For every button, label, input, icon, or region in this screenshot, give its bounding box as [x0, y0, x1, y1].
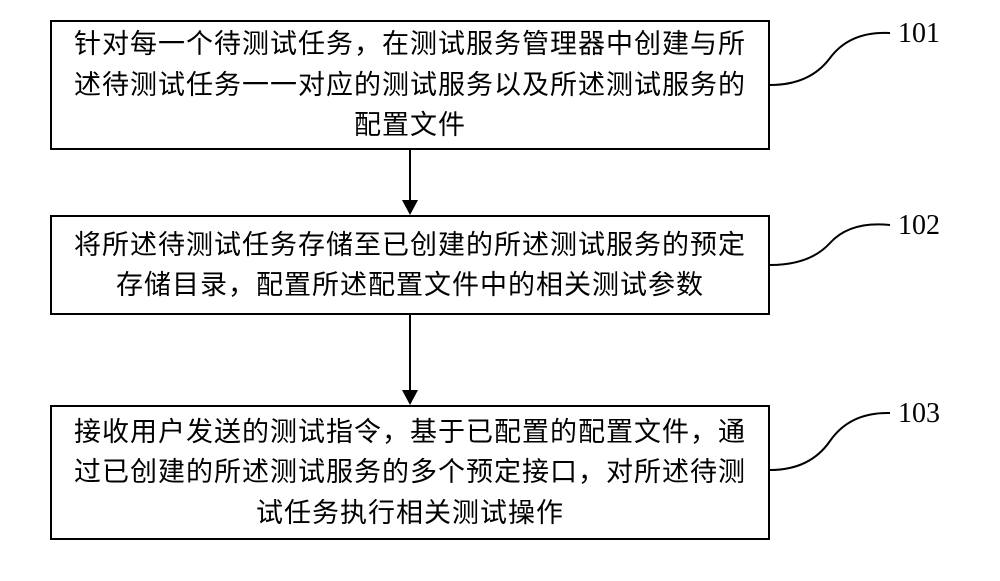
curve-connector-2	[770, 210, 895, 270]
arrow-1	[395, 150, 425, 217]
flowchart-box-1: 针对每一个待测试任务，在测试服务管理器中创建与所述待测试任务一一对应的测试服务以…	[50, 20, 770, 150]
box-1-text: 针对每一个待测试任务，在测试服务管理器中创建与所述待测试任务一一对应的测试服务以…	[72, 24, 748, 146]
curve-connector-3	[770, 398, 895, 478]
box-2-text: 将所述待测试任务存储至已创建的所述测试服务的预定存储目录，配置所述配置文件中的相…	[72, 225, 748, 306]
box-3-text: 接收用户发送的测试指令，基于已配置的配置文件，通过已创建的所述测试服务的多个预定…	[72, 412, 748, 534]
flowchart-box-2: 将所述待测试任务存储至已创建的所述测试服务的预定存储目录，配置所述配置文件中的相…	[50, 215, 770, 315]
flowchart-container: 针对每一个待测试任务，在测试服务管理器中创建与所述待测试任务一一对应的测试服务以…	[0, 0, 1000, 581]
flowchart-box-3: 接收用户发送的测试指令，基于已配置的配置文件，通过已创建的所述测试服务的多个预定…	[50, 405, 770, 540]
step-label-2: 102	[898, 210, 940, 242]
curve-connector-1	[770, 18, 895, 93]
arrow-2	[395, 315, 425, 407]
step-label-3: 103	[898, 398, 940, 430]
step-label-1: 101	[898, 18, 940, 50]
